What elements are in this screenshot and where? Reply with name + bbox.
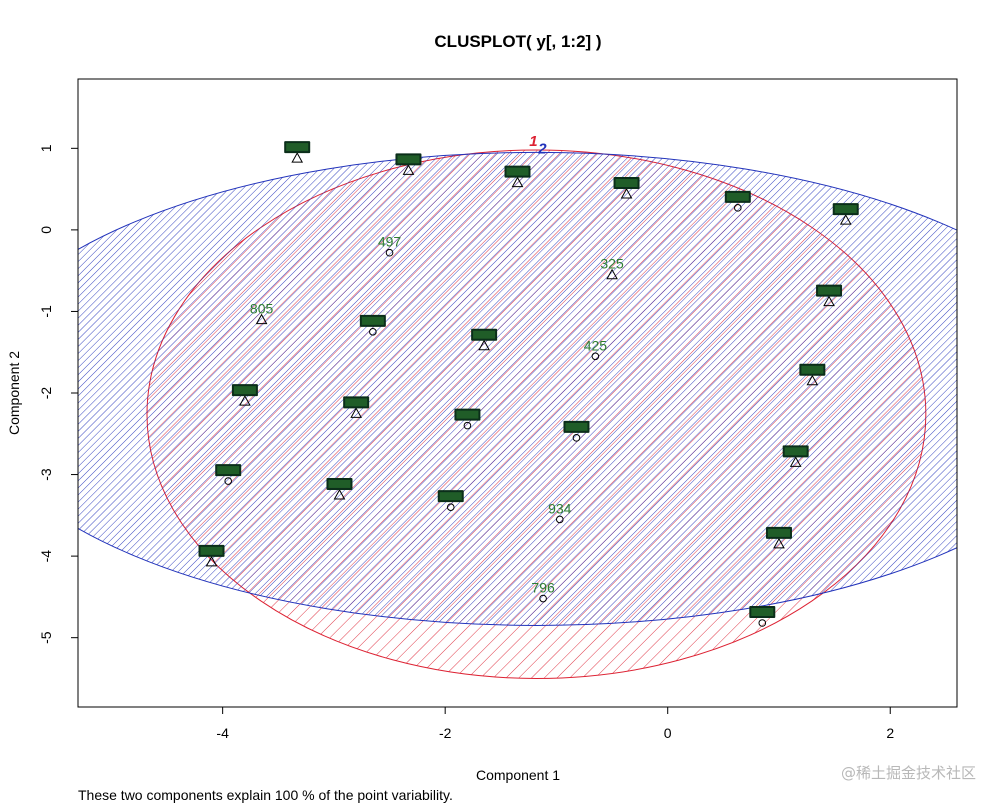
overlapping-label-stack-highlight bbox=[345, 398, 368, 407]
chart-title: CLUSPLOT( y[, 1:2] ) bbox=[434, 32, 601, 51]
x-tick-label: -2 bbox=[439, 725, 452, 741]
overlapping-label-stack-highlight bbox=[200, 546, 223, 555]
overlapping-label-stack-highlight bbox=[456, 410, 479, 419]
cluster-label-1: 1 bbox=[529, 133, 537, 150]
data-point-circle bbox=[758, 619, 767, 627]
data-point-circle bbox=[463, 421, 472, 430]
data-point-triangle bbox=[606, 268, 618, 280]
data-point-circle bbox=[572, 434, 581, 442]
y-tick-label: -5 bbox=[38, 631, 54, 644]
data-point-triangle bbox=[333, 488, 346, 500]
data-point-circle bbox=[369, 328, 377, 336]
data-point-triangle bbox=[620, 187, 633, 199]
overlapping-label-stack-highlight bbox=[615, 178, 638, 187]
overlapping-label-stack-highlight bbox=[361, 316, 384, 325]
data-point-circle bbox=[446, 503, 455, 511]
data-point-triangle bbox=[511, 176, 524, 188]
overlapping-label-stack-highlight bbox=[217, 466, 240, 475]
data-point-circle bbox=[734, 204, 742, 212]
x-axis: -4 -2 0 2 bbox=[216, 706, 894, 741]
data-point-triangle bbox=[823, 295, 835, 307]
overlapping-label-stack-highlight bbox=[286, 143, 309, 152]
data-point-circle bbox=[555, 515, 564, 524]
x-tick-label: 2 bbox=[886, 725, 894, 741]
overlapping-label-stack-highlight bbox=[397, 155, 420, 164]
overlapping-label-stack-highlight bbox=[506, 167, 529, 176]
data-point-circle bbox=[539, 594, 547, 603]
y-tick-label: -2 bbox=[38, 387, 54, 400]
data-point-triangle bbox=[205, 555, 218, 567]
point-label: 425 bbox=[584, 337, 608, 353]
overlapping-label-stack-highlight bbox=[784, 447, 807, 456]
y-tick-label: 0 bbox=[38, 226, 54, 234]
data-point-triangle bbox=[806, 374, 819, 386]
watermark-text: @稀土掘金技术社区 bbox=[841, 764, 976, 782]
data-point-triangle bbox=[255, 313, 268, 325]
y-axis: -5 -4 -3 -2 -1 0 1 bbox=[38, 144, 79, 644]
data-point-triangle bbox=[773, 537, 785, 549]
data-point-triangle bbox=[789, 456, 802, 467]
overlapping-label-stack-highlight bbox=[818, 286, 841, 295]
overlapping-label-stack-highlight bbox=[439, 492, 462, 501]
x-tick-label: -4 bbox=[216, 725, 229, 741]
cluster-label-2: 2 bbox=[537, 140, 547, 157]
data-point-triangle bbox=[291, 152, 304, 163]
overlapping-label-stack-highlight bbox=[767, 528, 790, 537]
point-label: 796 bbox=[531, 580, 555, 596]
data-point-triangle bbox=[350, 407, 363, 418]
cluster-ellipse-2 bbox=[78, 151, 957, 626]
overlapping-label-stack-highlight bbox=[233, 386, 256, 395]
point-label: 325 bbox=[600, 256, 624, 272]
y-tick-label: 1 bbox=[38, 144, 54, 152]
x-axis-label: Component 1 bbox=[476, 767, 560, 783]
data-point-circle bbox=[224, 477, 233, 485]
points-layer: 497 325 805 425 934 796 bbox=[198, 141, 859, 627]
data-point-circle bbox=[385, 248, 394, 257]
overlapping-label-stack-highlight bbox=[751, 607, 774, 616]
overlapping-label-stack-highlight bbox=[328, 479, 351, 488]
overlapping-label-stack-highlight bbox=[473, 330, 496, 339]
point-label: 805 bbox=[250, 301, 274, 317]
y-tick-label: -1 bbox=[38, 305, 54, 318]
data-point-triangle bbox=[839, 214, 852, 225]
y-tick-label: -4 bbox=[38, 550, 54, 563]
point-label: 497 bbox=[378, 234, 402, 250]
overlapping-label-stack-highlight bbox=[726, 192, 749, 201]
variability-caption: These two components explain 100 % of th… bbox=[78, 787, 453, 803]
point-label: 934 bbox=[548, 500, 572, 516]
data-point-triangle bbox=[478, 339, 490, 351]
overlapping-label-stack-highlight bbox=[834, 205, 857, 214]
x-tick-label: 0 bbox=[664, 725, 672, 741]
y-axis-label: Component 2 bbox=[6, 351, 22, 435]
overlapping-label-stack-highlight bbox=[801, 365, 824, 374]
y-tick-label: -3 bbox=[38, 468, 54, 481]
data-point-triangle bbox=[239, 395, 251, 406]
data-point-triangle bbox=[402, 164, 415, 175]
overlapping-label-stack-highlight bbox=[565, 422, 588, 431]
data-point-circle bbox=[591, 352, 600, 361]
